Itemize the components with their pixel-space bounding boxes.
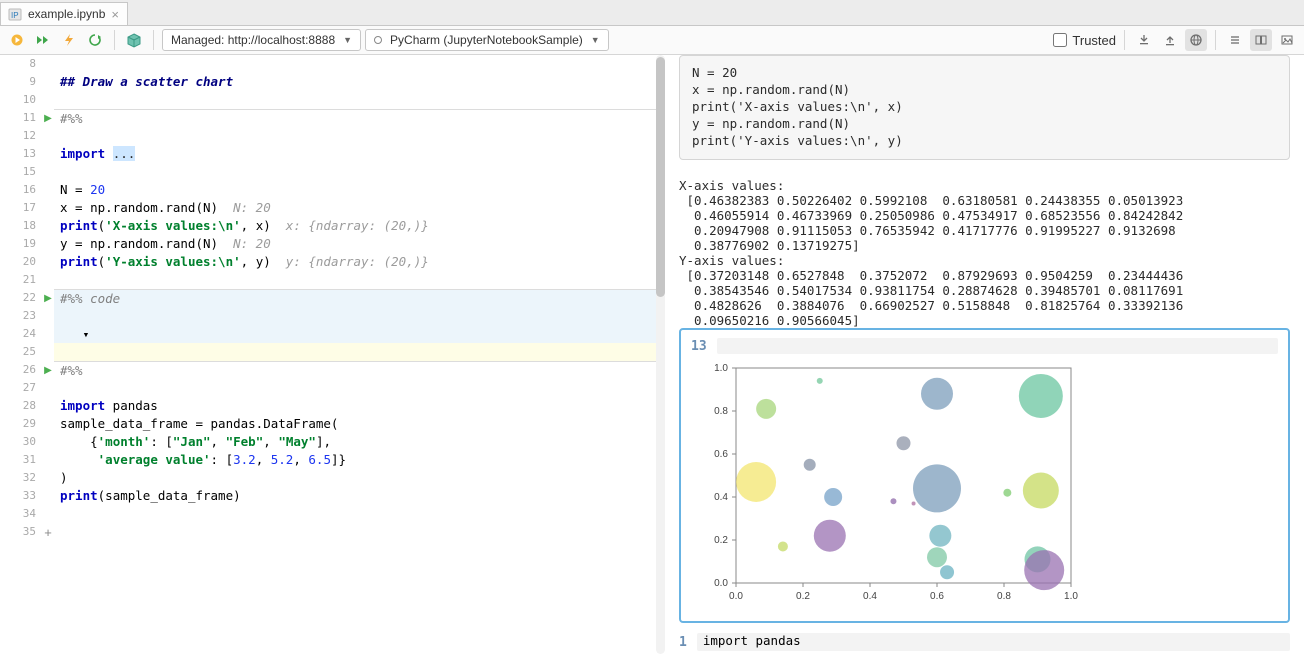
code-line[interactable]: ) (54, 469, 665, 487)
svg-text:IP: IP (11, 11, 19, 20)
code-line[interactable]: N = 20 (54, 181, 665, 199)
cell-number: 13 (691, 339, 707, 354)
code-line[interactable]: #%% (54, 361, 665, 379)
server-label: Managed: http://localhost:8888 (171, 33, 335, 47)
run-config-dropdown[interactable]: PyCharm (JupyterNotebookSample) ▼ (365, 29, 609, 51)
trusted-label: Trusted (1072, 33, 1116, 48)
text-cursor-icon: ▾ (83, 328, 90, 341)
code-line[interactable]: x = np.random.rand(N) N: 20 (54, 199, 665, 217)
code-line[interactable]: #%% (54, 109, 665, 127)
upload-icon[interactable] (1159, 29, 1181, 51)
scatter-chart: 0.0 0.2 0.4 0.6 0.8 1.0 0.0 0.2 0.4 0.6 0.8 1.0 (691, 360, 1278, 611)
file-tab[interactable]: IP example.ipynb × (0, 2, 128, 25)
code-line[interactable] (54, 523, 665, 541)
code-line[interactable]: sample_data_frame = pandas.DataFrame( (54, 415, 665, 433)
lightning-button[interactable] (58, 29, 80, 51)
cell-header-bar: import pandas (697, 633, 1290, 651)
cell-number: 1 (679, 635, 687, 650)
svg-text:0.6: 0.6 (930, 591, 944, 602)
svg-text:1.0: 1.0 (714, 363, 728, 374)
code-area[interactable]: ## Draw a scatter chart #%% import ... N = … (54, 55, 665, 654)
svg-text:0.2: 0.2 (796, 591, 810, 602)
editor-pane: 8910111213151617181920212223242526272829… (0, 55, 665, 654)
code-line[interactable]: {'month': ["Jan", "Feb", "May"], (54, 433, 665, 451)
run-cell-gutter-icon[interactable]: ▶ (44, 365, 52, 376)
run-cell-gutter-icon[interactable]: ▶ (44, 293, 52, 304)
file-tab-label: example.ipynb (28, 7, 105, 21)
cell-header-bar (717, 338, 1278, 354)
toolbar-separator (1124, 30, 1125, 50)
browser-icon[interactable] (1185, 29, 1207, 51)
download-icon[interactable] (1133, 29, 1155, 51)
code-line[interactable] (54, 55, 665, 73)
add-cell-gutter-icon[interactable]: + (44, 525, 52, 540)
editor-scrollbar[interactable] (656, 55, 665, 654)
code-line[interactable]: import ... (54, 145, 665, 163)
line-number-gutter: 8910111213151617181920212223242526272829… (0, 55, 42, 654)
next-cell-code: import pandas (697, 633, 801, 648)
code-line[interactable]: #%% code (54, 289, 665, 307)
svg-text:0.2: 0.2 (714, 535, 728, 546)
svg-text:0.4: 0.4 (714, 492, 728, 503)
toolbar-separator (153, 30, 154, 50)
jupyter-icon: IP (8, 7, 22, 21)
package-button[interactable] (123, 29, 145, 51)
trusted-checkbox[interactable]: Trusted (1053, 33, 1116, 48)
code-line[interactable] (54, 271, 665, 289)
code-line[interactable] (54, 91, 665, 109)
code-line[interactable]: 'average value': [3.2, 5.2, 6.5]} (54, 451, 665, 469)
trusted-checkbox-input[interactable] (1053, 33, 1067, 47)
output-cell-code: N = 20x = np.random.rand(N)print('X-axis… (679, 55, 1290, 160)
code-line[interactable] (54, 127, 665, 145)
svg-text:0.8: 0.8 (714, 406, 728, 417)
active-output-cell[interactable]: 13 0.0 0.2 0.4 0.6 0.8 1.0 0.0 0.2 0.4 0.6 0.8 1.0 (679, 328, 1290, 623)
svg-text:0.0: 0.0 (729, 591, 743, 602)
code-line[interactable] (54, 505, 665, 523)
restart-kernel-button[interactable] (84, 29, 106, 51)
run-cell-gutter-icon[interactable]: ▶ (44, 113, 52, 124)
run-cell-button[interactable] (6, 29, 28, 51)
code-line[interactable]: y = np.random.rand(N) N: 20 (54, 235, 665, 253)
run-gutter: ▶ ▶ ▶ + (42, 55, 54, 654)
code-line[interactable]: print('Y-axis values:\n', y) y: {ndarray… (54, 253, 665, 271)
output-pane[interactable]: N = 20x = np.random.rand(N)print('X-axis… (665, 55, 1304, 654)
code-line[interactable]: ## Draw a scatter chart (54, 73, 665, 91)
split-view-icon[interactable] (1250, 29, 1272, 51)
close-icon[interactable]: × (111, 8, 119, 21)
toolbar-separator (1215, 30, 1216, 50)
chevron-down-icon: ▼ (343, 35, 352, 45)
toolbar-separator (114, 30, 115, 50)
chevron-down-icon: ▼ (591, 35, 600, 45)
svg-text:0.4: 0.4 (863, 591, 877, 602)
output-stdout: X-axis values: [0.46382383 0.50226402 0.… (679, 170, 1290, 328)
toolbar: Managed: http://localhost:8888 ▼ PyCharm… (0, 26, 1304, 55)
svg-text:0.8: 0.8 (997, 591, 1011, 602)
next-cell-preview[interactable]: 1 import pandas (679, 633, 1290, 651)
server-dropdown[interactable]: Managed: http://localhost:8888 ▼ (162, 29, 361, 51)
code-line[interactable]: print(sample_data_frame) (54, 487, 665, 505)
code-line[interactable]: print('X-axis values:\n', x) x: {ndarray… (54, 217, 665, 235)
svg-text:0.0: 0.0 (714, 578, 728, 589)
code-line[interactable] (54, 379, 665, 397)
main-split: 8910111213151617181920212223242526272829… (0, 55, 1304, 654)
svg-text:0.6: 0.6 (714, 449, 728, 460)
file-tabbar: IP example.ipynb × (0, 0, 1304, 26)
code-line[interactable]: ▾ (54, 325, 665, 343)
code-line[interactable] (54, 343, 665, 361)
run-config-label: PyCharm (JupyterNotebookSample) (390, 33, 583, 47)
editor-scrollbar-thumb[interactable] (656, 57, 665, 297)
run-config-status-icon (374, 36, 382, 44)
image-view-icon[interactable] (1276, 29, 1298, 51)
code-line[interactable] (54, 307, 665, 325)
code-line[interactable] (54, 163, 665, 181)
code-line[interactable]: import pandas (54, 397, 665, 415)
svg-text:1.0: 1.0 (1064, 591, 1078, 602)
run-all-button[interactable] (32, 29, 54, 51)
list-view-icon[interactable] (1224, 29, 1246, 51)
